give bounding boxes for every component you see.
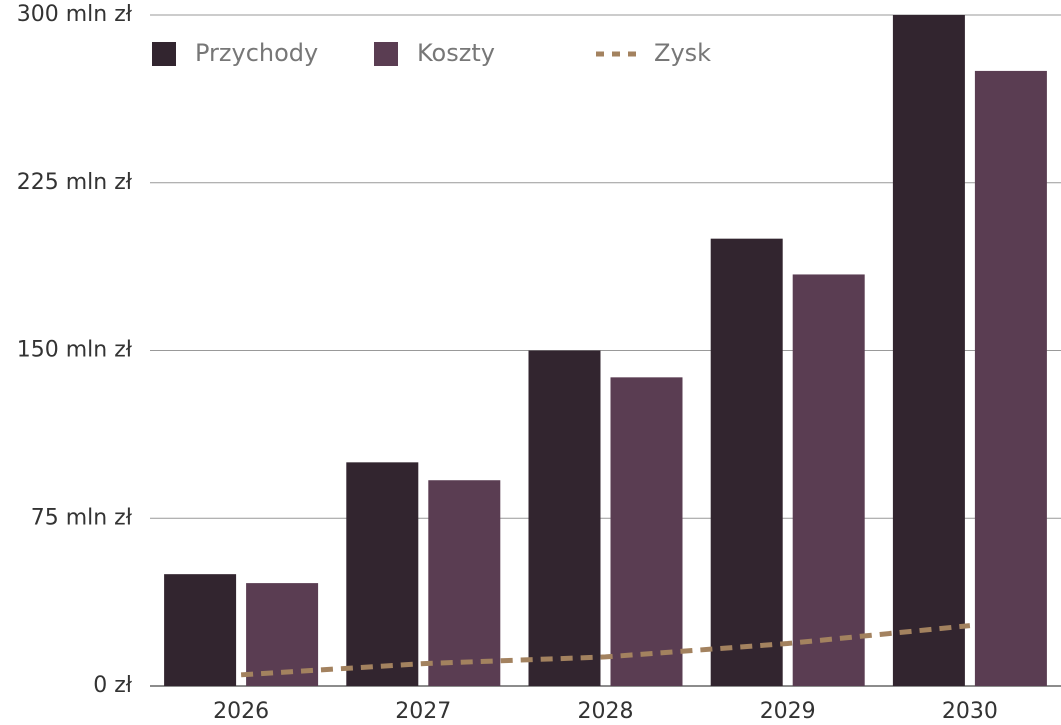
bar [974, 70, 1047, 686]
bar [528, 350, 601, 686]
y-tick-label: 300 mln zł [17, 2, 133, 27]
x-tick-label: 2028 [578, 699, 634, 724]
x-tick-label: 2029 [760, 699, 816, 724]
bar [892, 15, 965, 686]
y-tick-label: 150 mln zł [17, 338, 133, 363]
y-tick-label: 0 zł [93, 673, 133, 698]
bar [346, 462, 419, 686]
line [240, 623, 971, 678]
legend-label: Zysk [654, 39, 711, 67]
legend-label: Przychody [195, 39, 318, 67]
legend-swatch [374, 42, 398, 66]
legend-label: Koszty [417, 39, 495, 67]
bar [710, 238, 783, 686]
x-tick-label: 2027 [395, 699, 451, 724]
bar [792, 274, 865, 686]
x-tick-label: 2026 [213, 699, 269, 724]
y-tick-label: 75 mln zł [31, 505, 133, 530]
y-tick-label: 225 mln zł [17, 170, 133, 195]
legend-swatch [152, 42, 176, 66]
bar [610, 377, 683, 686]
x-tick-label: 2030 [942, 699, 998, 724]
bar [164, 574, 237, 686]
bar [428, 480, 501, 686]
